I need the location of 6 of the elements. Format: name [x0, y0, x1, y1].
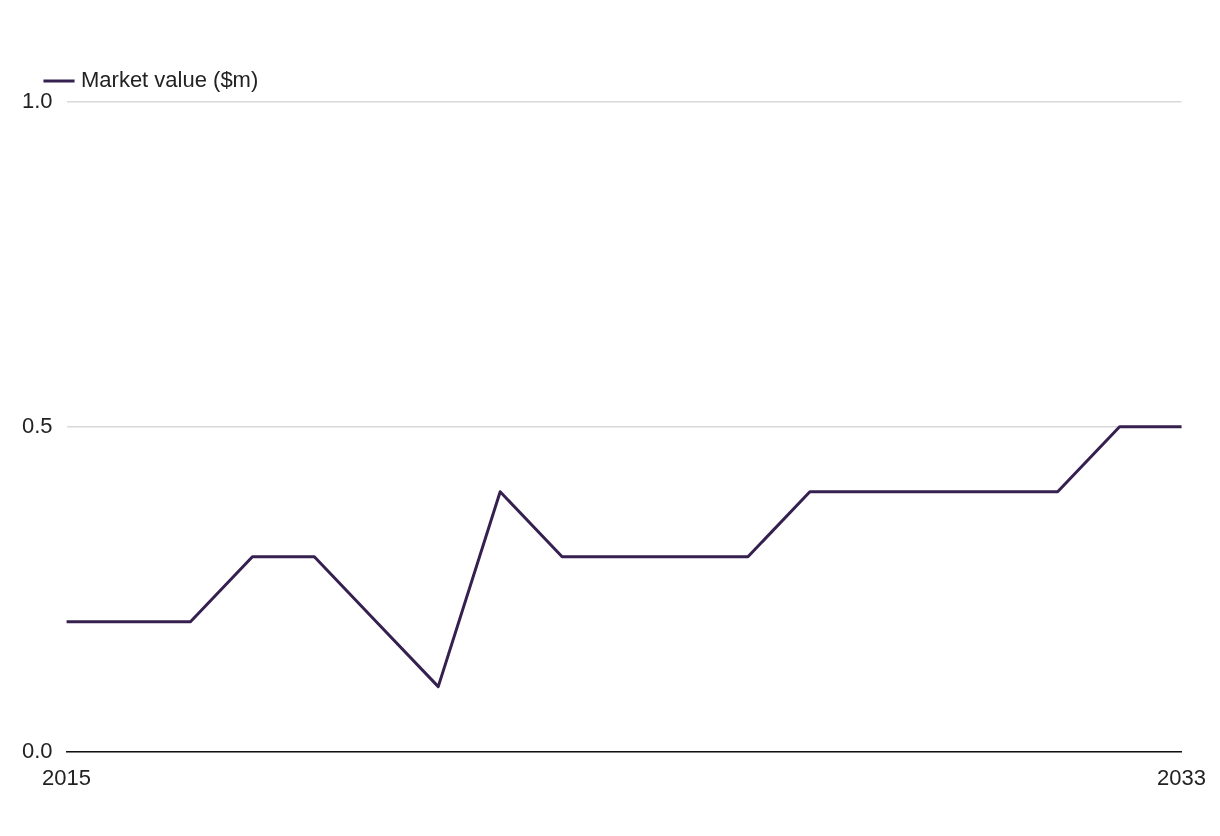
y-tick-label: 0.0 — [21, 737, 53, 763]
x-tick-label: 2033 — [1157, 764, 1207, 790]
legend-label: Market value ($m) — [81, 67, 259, 93]
x-tick-label: 2015 — [42, 764, 92, 790]
y-tick-label: 0.5 — [21, 412, 53, 438]
y-tick-label: 1.0 — [21, 88, 53, 114]
